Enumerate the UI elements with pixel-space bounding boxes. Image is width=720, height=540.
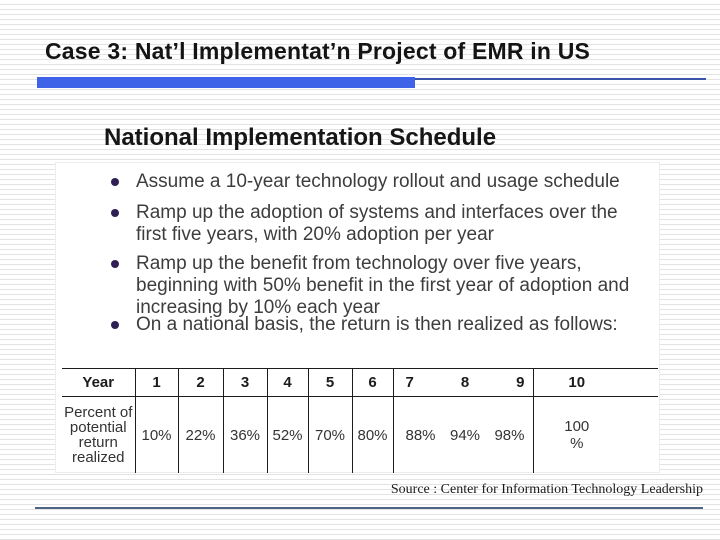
source-credit: Source : Center for Information Technolo… — [390, 482, 703, 497]
table-header-cell: 4 — [266, 368, 308, 397]
table-header-year: Year — [62, 368, 135, 397]
content-panel: Assume a 10-year technology rollout and … — [55, 162, 660, 473]
slide-title: Case 3: Nat’l Implementat’n Project of E… — [45, 38, 591, 64]
bullet-dot-icon — [111, 260, 119, 268]
table-header-cell-group: 7 8 9 — [392, 368, 533, 397]
table-header-cell: 8 — [460, 374, 470, 391]
table-header-cell: 7 — [405, 374, 414, 391]
bullet-dot-icon — [111, 321, 119, 329]
table-value-cell-group: 88% 94% 98% — [392, 396, 533, 473]
bullet-text: Assume a 10-year technology rollout and … — [136, 171, 620, 192]
table-value-cell: 10% — [134, 396, 178, 473]
results-table: Year 1 2 3 4 5 6 7 8 9 10 Percent of pot… — [62, 368, 658, 473]
bullet-text: Ramp up the adoption of systems and inte… — [136, 202, 618, 245]
table-header-cell: 10 — [532, 368, 658, 397]
table-body-row: Percent of potential return realized 10%… — [62, 396, 658, 473]
bullet-text: On a national basis, the return is then … — [136, 314, 618, 335]
table-header-cell: 5 — [307, 368, 352, 397]
table-header-row: Year 1 2 3 4 5 6 7 8 9 10 — [62, 368, 658, 397]
table-value-cell: 100 % — [532, 396, 658, 473]
title-accent-bar — [37, 77, 415, 88]
bottom-rule — [35, 507, 703, 509]
table-header-cell: 3 — [222, 368, 267, 397]
bullet-dot-icon — [111, 178, 119, 186]
table-row-label: Percent of potential return realized — [64, 404, 133, 466]
table-value-cell: 88% — [405, 426, 436, 444]
table-value-cell: 94% — [449, 426, 481, 444]
bullet-dot-icon — [111, 209, 119, 217]
table-header-cell: 9 — [516, 374, 525, 391]
table-value-cell: 70% — [307, 396, 352, 473]
table-value-cell: 52% — [266, 396, 308, 473]
table-value-cell: 98% — [494, 426, 525, 444]
title-accent-line — [415, 78, 706, 80]
section-heading: National Implementation Schedule — [104, 124, 497, 151]
table-header-cell: 6 — [351, 368, 393, 397]
bullet-text: Ramp up the benefit from technology over… — [136, 253, 630, 318]
table-value-cell: 80% — [351, 396, 393, 473]
table-header-cell: 1 — [134, 368, 178, 397]
table-value-cell: 36% — [222, 396, 267, 473]
table-header-cell: 2 — [177, 368, 223, 397]
table-value-cell: 22% — [177, 396, 223, 473]
